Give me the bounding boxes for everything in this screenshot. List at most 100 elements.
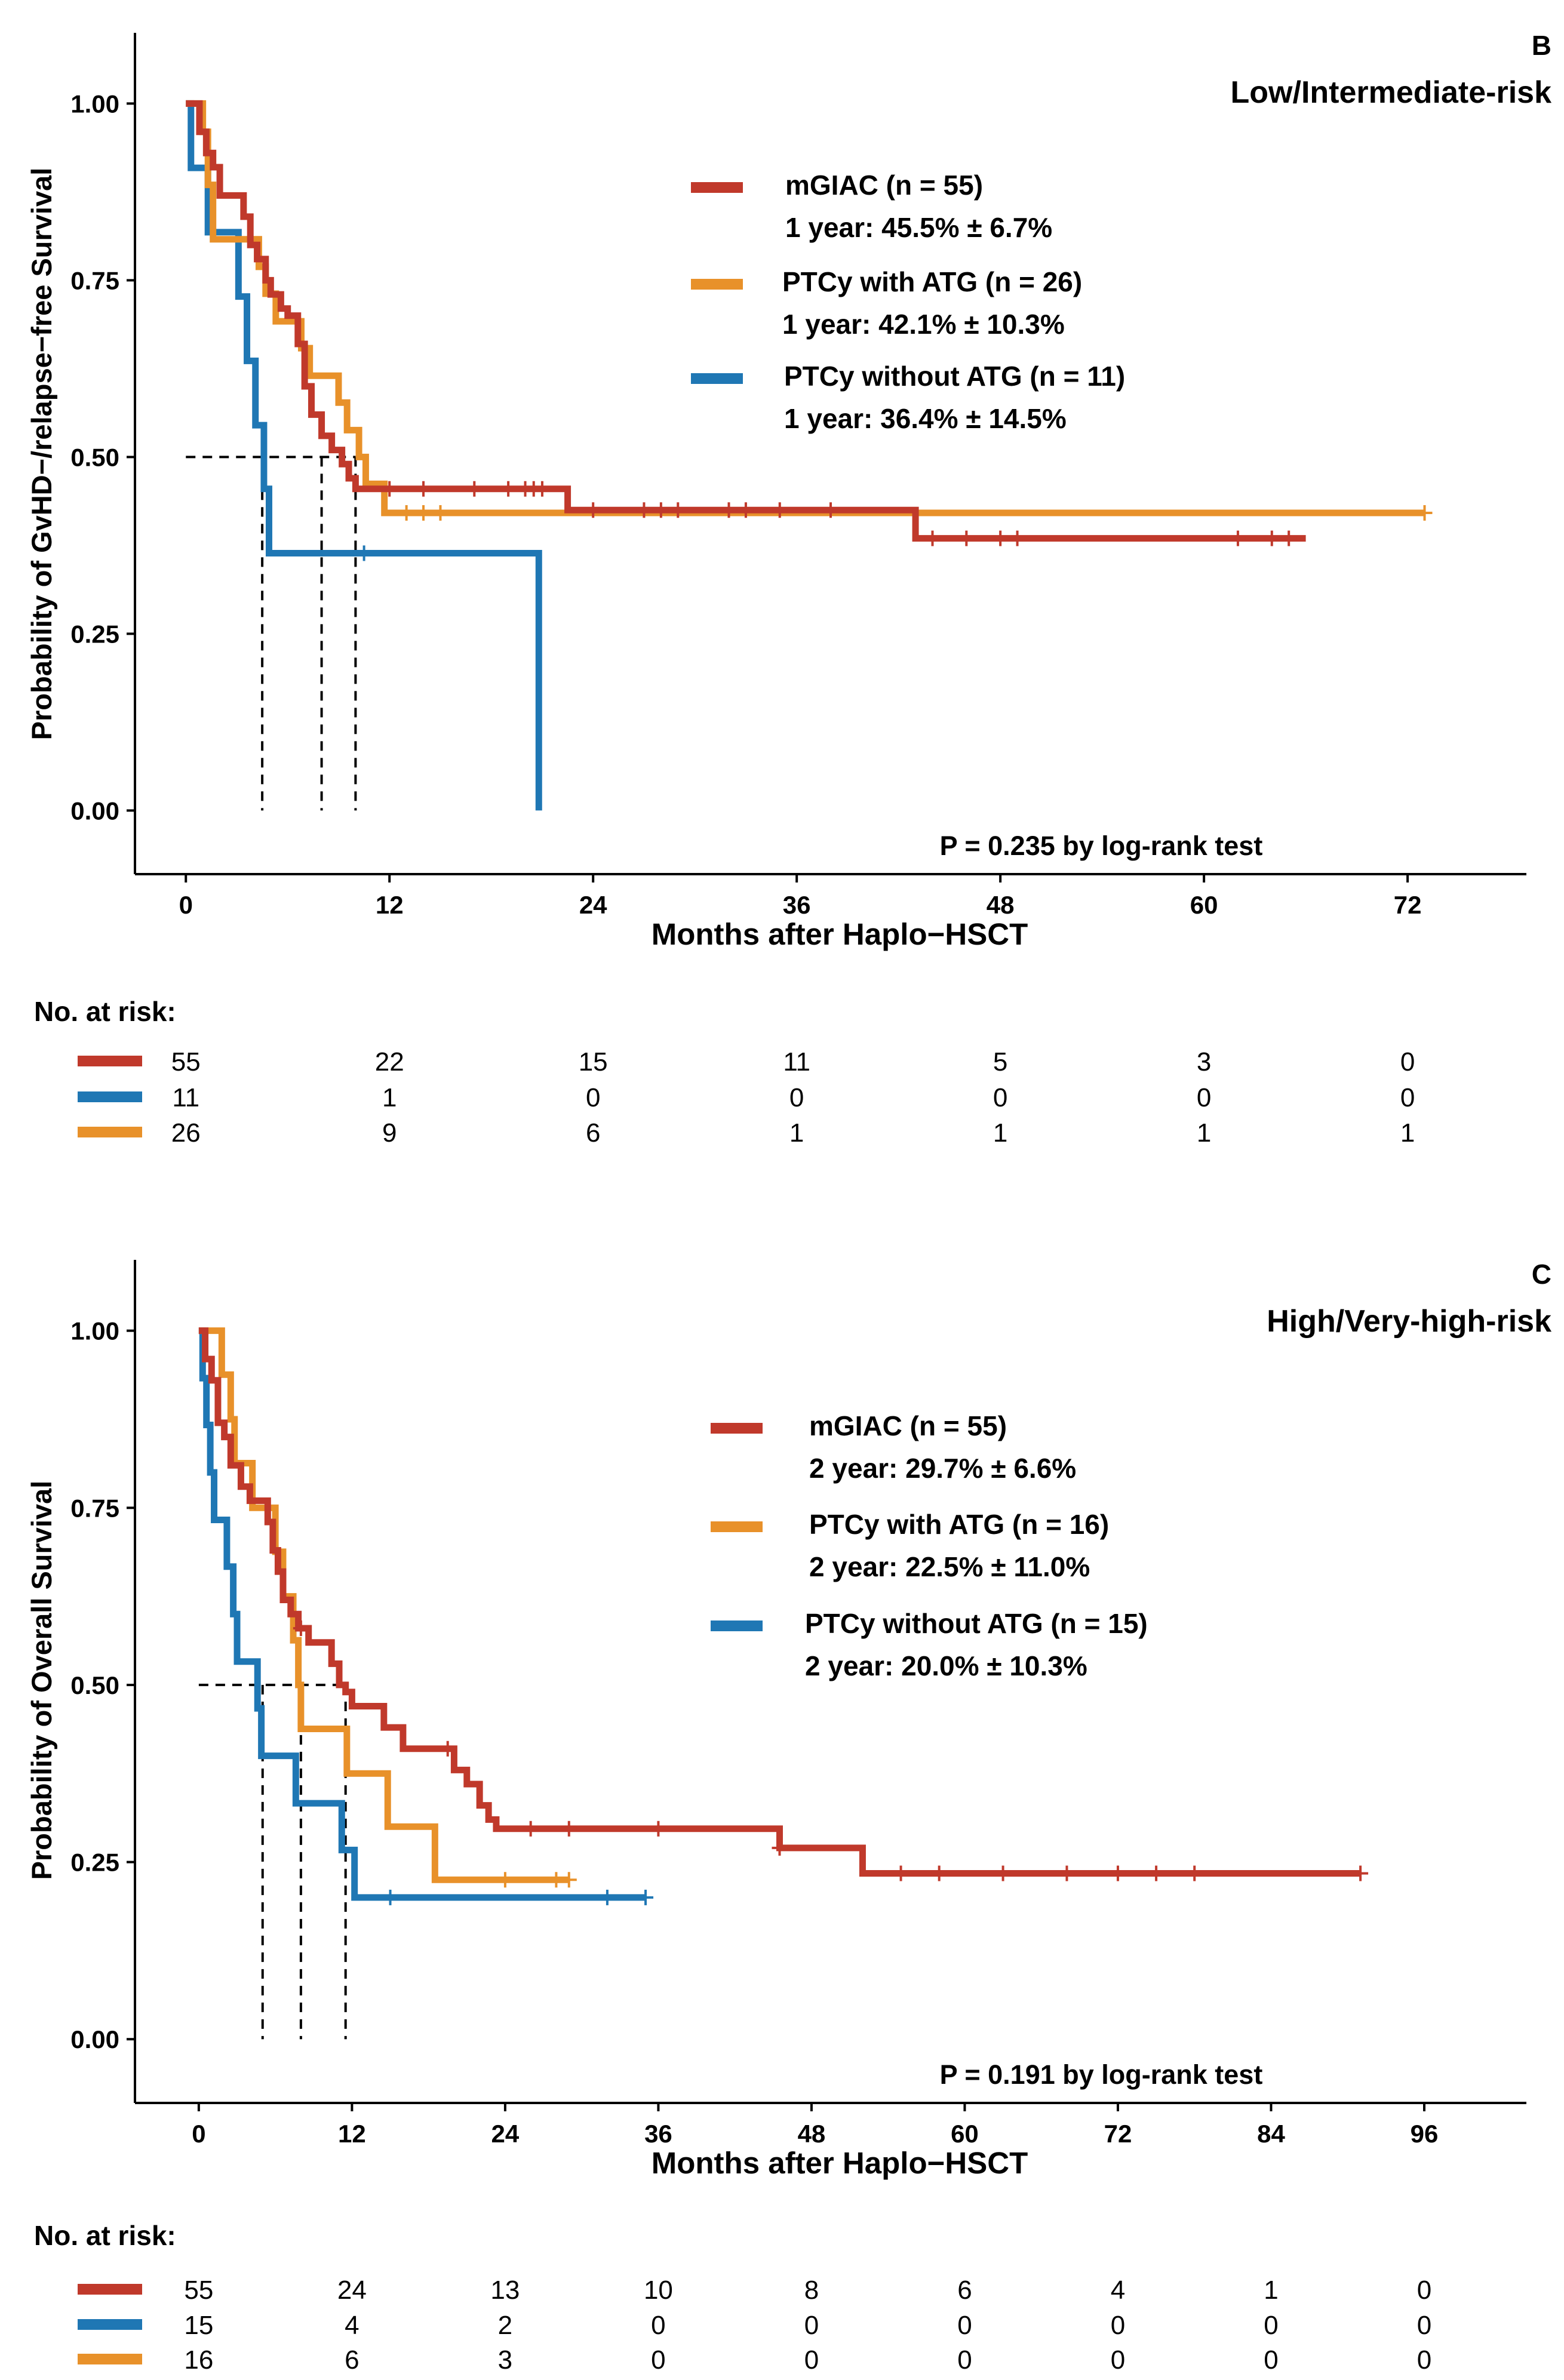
y-axis-label: Probability of Overall Survival	[26, 1481, 57, 1880]
risk-count-mGIAC: 0	[1400, 1047, 1415, 1077]
y-tick-label: 1.00	[70, 90, 119, 118]
censor-mark	[823, 502, 838, 518]
risk-count-mGIAC: 8	[804, 2276, 819, 2305]
risk-count-mGIAC: 13	[490, 2276, 520, 2305]
risk-count-mGIAC: 0	[1417, 2276, 1431, 2305]
censor-mark	[432, 505, 448, 521]
risk-count-mGIAC: 5	[993, 1047, 1007, 1077]
risk-count-without-atg: 0	[804, 2311, 819, 2340]
censor-mark	[772, 502, 788, 518]
censor-mark	[416, 481, 432, 497]
risk-count-mGIAC: 55	[184, 2276, 213, 2305]
censor-mark	[1059, 1865, 1075, 1881]
censor-mark	[670, 502, 686, 518]
risk-count-with-atg: 6	[345, 2345, 359, 2375]
risk-count-with-atg: 3	[498, 2345, 512, 2375]
risk-count-mGIAC: 1	[1264, 2276, 1278, 2305]
risk-count-mGIAC: 22	[375, 1047, 404, 1077]
survival-curve-without-atg	[186, 100, 542, 811]
risk-count-with-atg: 1	[789, 1118, 804, 1148]
risk-count-without-atg: 15	[184, 2311, 213, 2340]
x-axis-label: Months after Haplo−HSCT	[652, 917, 1028, 951]
x-tick-label: 0	[192, 2120, 205, 2148]
x-tick-label: 24	[579, 891, 607, 919]
risk-table-b: No. at risk: 55 22 15 11 5 3 011 1 0 0 0 0 026 9 6 1 1 1 1	[34, 996, 1415, 1148]
x-axis-label: Months after Haplo−HSCT	[652, 2146, 1028, 2180]
x-tick-label: 24	[491, 2120, 520, 2148]
survival-curve-with-atg	[198, 1327, 569, 1883]
x-tick-label: 12	[376, 891, 404, 919]
legend-label-with-atg: PTCy with ATG (n = 16)	[809, 1509, 1109, 1540]
risk-count-mGIAC: 10	[644, 2276, 673, 2305]
censor-mark	[416, 505, 432, 521]
risk-count-without-atg: 0	[1197, 1083, 1211, 1112]
legend-label-mgiac: mGIAC (n = 55)	[809, 1410, 1007, 1441]
risk-count-mGIAC: 4	[1111, 2276, 1125, 2305]
x-tick-label: 48	[987, 891, 1015, 919]
censor-mark	[931, 1865, 947, 1881]
risk-count-without-atg: 0	[1111, 2311, 1125, 2340]
censor-mark	[638, 1889, 654, 1905]
x-tick-label: 0	[179, 891, 193, 919]
x-tick-label: 84	[1257, 2120, 1285, 2148]
censor-mark	[993, 530, 1009, 546]
x-tick-label: 72	[1104, 2120, 1132, 2148]
risk-count-without-atg: 4	[345, 2311, 359, 2340]
y-tick-label: 0.25	[70, 620, 119, 648]
censor-mark	[440, 1741, 456, 1757]
risk-count-mGIAC: 15	[579, 1047, 608, 1077]
censor-mark	[293, 1621, 309, 1637]
risk-count-without-atg: 0	[1417, 2311, 1431, 2340]
x-tick-label: 72	[1394, 891, 1422, 919]
legend-label-without-atg: PTCy without ATG (n = 15)	[805, 1608, 1148, 1639]
y-axis-label: Probability of GvHD−/relapse−free Surviv…	[26, 168, 57, 740]
risk-count-with-atg: 0	[651, 2345, 665, 2375]
censor-mark	[398, 505, 414, 521]
x-tick-label: 48	[798, 2120, 826, 2148]
risk-count-with-atg: 9	[382, 1118, 397, 1148]
censor-mark	[1187, 1865, 1203, 1881]
risk-count-mGIAC: 11	[783, 1047, 810, 1077]
risk-count-with-atg: 0	[1264, 2345, 1278, 2375]
x-tick-label: 36	[783, 891, 811, 919]
legend-stat-with-atg: 2 year: 22.5% ± 11.0%	[809, 1551, 1090, 1582]
y-tick-label: 1.00	[70, 1317, 119, 1345]
x-tick-label: 36	[644, 2120, 672, 2148]
risk-count-without-atg: 11	[172, 1083, 199, 1112]
legend-stat-mgiac: 1 year: 45.5% ± 6.7%	[785, 212, 1052, 243]
panel-letter: B	[1532, 30, 1551, 61]
panel-c-chart: 0.00 0.25 0.50 0.75 1.00 0 12 24 36 48 60 72 84 96 C…	[26, 1259, 1551, 2180]
legend-label-with-atg: PTCy with ATG (n = 26)	[782, 266, 1082, 297]
censor-mark	[382, 481, 398, 497]
survival-curve-with-atg	[186, 100, 1425, 516]
p-value-text: P = 0.191 by log-rank test	[940, 2059, 1263, 2090]
censor-mark	[1281, 530, 1297, 546]
legend-stat-with-atg: 1 year: 42.1% ± 10.3%	[782, 309, 1065, 340]
censor-mark	[636, 502, 652, 518]
censor-mark	[650, 1821, 666, 1837]
y-tick-label: 0.75	[70, 1494, 119, 1522]
panel-title: Low/Intermediate-risk	[1231, 75, 1552, 110]
censor-mark	[599, 1889, 615, 1905]
risk-table-title: No. at risk:	[34, 2220, 176, 2251]
censor-mark	[561, 1872, 577, 1888]
censor-mark	[585, 502, 601, 518]
risk-count-mGIAC: 3	[1197, 1047, 1211, 1077]
risk-count-with-atg: 1	[1400, 1118, 1415, 1148]
x-tick-label: 96	[1411, 2120, 1439, 2148]
panel-letter: C	[1532, 1259, 1551, 1290]
censor-mark	[500, 481, 517, 497]
y-tick-label: 0.00	[70, 797, 119, 825]
censor-mark	[995, 1865, 1011, 1881]
censor-mark	[653, 502, 669, 518]
risk-count-with-atg: 1	[993, 1118, 1007, 1148]
risk-count-without-atg: 0	[1264, 2311, 1278, 2340]
p-value-text: P = 0.235 by log-rank test	[940, 831, 1263, 861]
legend-stat-without-atg: 2 year: 20.0% ± 10.3%	[805, 1650, 1087, 1681]
risk-count-without-atg: 0	[957, 2311, 972, 2340]
risk-count-with-atg: 16	[184, 2345, 213, 2375]
risk-count-mGIAC: 24	[337, 2276, 367, 2305]
risk-count-without-atg: 0	[789, 1083, 804, 1112]
censor-mark	[1148, 1865, 1164, 1881]
